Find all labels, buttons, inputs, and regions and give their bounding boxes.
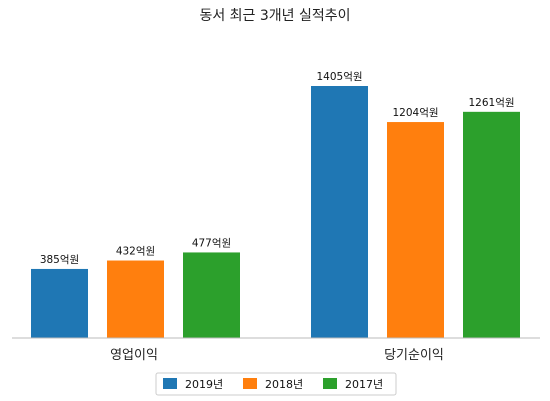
bar-operating-2019 (31, 268, 88, 338)
bar-net-2017 (463, 111, 520, 338)
legend-swatch (243, 378, 257, 389)
data-label: 432억원 (116, 246, 155, 258)
bar-operating-2017 (183, 252, 240, 338)
legend-label: 2018년 (265, 378, 303, 391)
data-label: 385억원 (40, 254, 79, 266)
legend-swatch (323, 378, 337, 389)
legend-label: 2017년 (345, 378, 383, 391)
bar-net-2018 (387, 122, 444, 339)
legend: 2019년 2018년 2017년 (155, 372, 397, 396)
chart-title: 동서 최근 3개년 실적추이 (199, 8, 350, 24)
data-label: 477억원 (192, 237, 231, 249)
category-label: 당기순이익 (384, 348, 444, 363)
bar-operating-2018 (107, 260, 164, 338)
data-labels-group: 385억원 432억원 477억원 1405억원 1204억원 1261억원 (40, 71, 515, 266)
data-label: 1405억원 (316, 71, 362, 83)
category-labels-group: 영업이익 당기순이익 (110, 348, 444, 363)
legend-swatch (163, 378, 177, 389)
bars-group (31, 86, 520, 339)
data-label: 1204억원 (392, 107, 438, 119)
legend-label: 2019년 (185, 378, 223, 391)
data-label: 1261억원 (468, 97, 514, 109)
bar-net-2019 (311, 86, 368, 338)
category-label: 영업이익 (110, 348, 158, 363)
